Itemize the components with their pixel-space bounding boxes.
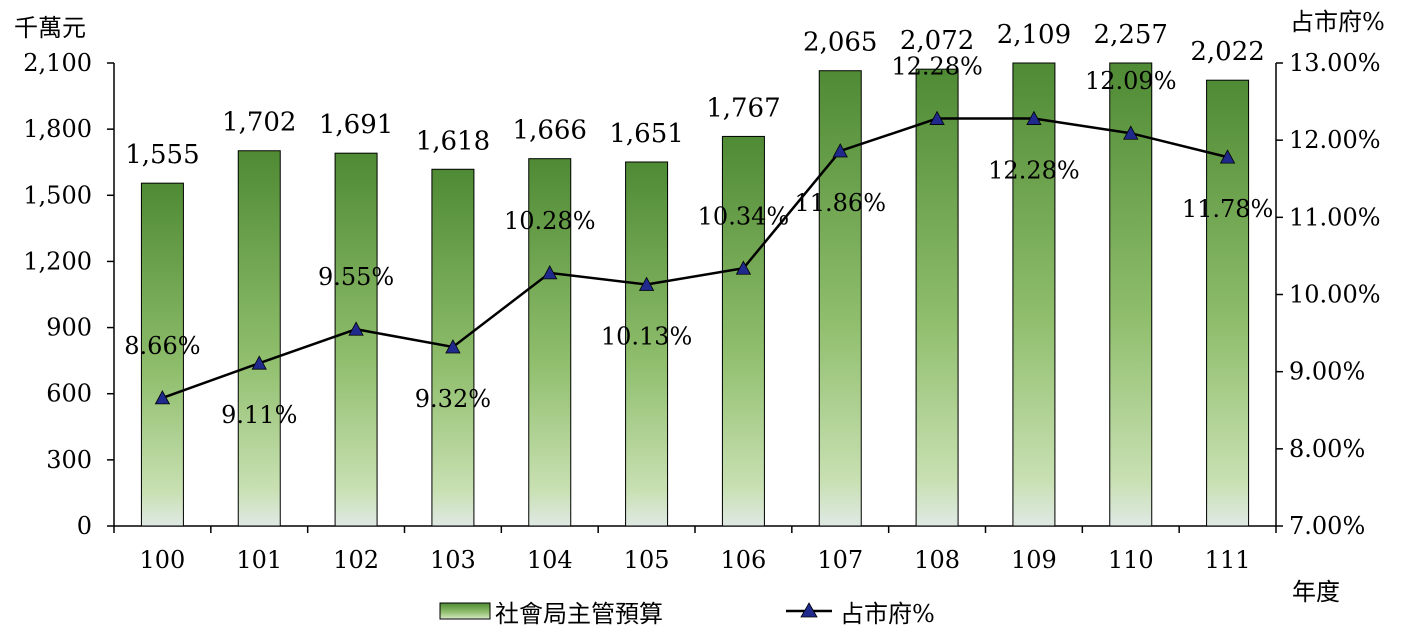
- left-tick-label: 300: [46, 446, 92, 474]
- bar: [721, 135, 765, 527]
- line-value-label: 9.55%: [318, 263, 394, 291]
- left-axis-title: 千萬元: [14, 14, 86, 42]
- bar-value-label: 2,072: [900, 26, 974, 56]
- right-tick-label: 12.00%: [1289, 126, 1381, 154]
- bar-value-label: 1,651: [609, 119, 683, 149]
- x-tick-label: 102: [333, 546, 379, 574]
- x-tick-label: 103: [430, 546, 476, 574]
- bar-value-label: 1,691: [319, 110, 393, 140]
- bar-value-label: 2,257: [1094, 20, 1168, 50]
- bar: [1109, 62, 1153, 527]
- x-axis-title: 年度: [1292, 578, 1340, 606]
- line-value-label: 11.78%: [1182, 195, 1274, 223]
- line-marker: [445, 339, 461, 354]
- legend-marker-triangle: [800, 602, 818, 618]
- left-tick-label: 2,100: [23, 49, 92, 77]
- bar: [915, 68, 959, 527]
- bar-value-label: 1,767: [706, 93, 780, 123]
- right-tick-label: 7.00%: [1289, 512, 1365, 540]
- line-marker: [638, 276, 655, 291]
- bar: [1012, 62, 1056, 527]
- right-tick-label: 9.00%: [1289, 358, 1365, 386]
- line-marker: [929, 110, 945, 125]
- line-marker: [1026, 110, 1042, 125]
- right-tick-label: 10.00%: [1289, 281, 1381, 309]
- line-value-label: 8.66%: [124, 332, 200, 360]
- x-tick-label: 109: [1011, 546, 1057, 574]
- line-value-label: 9.32%: [415, 385, 491, 413]
- bar: [237, 150, 281, 527]
- legend-label-line: 占市府%: [840, 600, 935, 628]
- right-tick-label: 8.00%: [1289, 435, 1365, 463]
- right-tick-label: 11.00%: [1289, 203, 1381, 231]
- line-marker: [542, 265, 558, 280]
- line-marker: [348, 321, 364, 336]
- line-value-label: 12.28%: [891, 53, 983, 81]
- line-value-label: 10.13%: [601, 322, 693, 350]
- bar-value-label: 2,109: [997, 20, 1071, 50]
- left-tick-label: 1,200: [23, 247, 92, 275]
- plot-area: 0 300 600 900 1,200 1,500 1,800 2,100 7.00% 8.00%…: [23, 20, 1380, 574]
- bar-value-label: 2,022: [1190, 37, 1264, 67]
- left-tick-label: 1,800: [23, 115, 92, 143]
- bar: [140, 182, 184, 527]
- bar-value-label: 1,618: [416, 126, 490, 156]
- line-marker: [154, 390, 171, 405]
- line-marker: [1123, 125, 1139, 140]
- legend: 社會局主管預算 占市府%: [439, 600, 935, 628]
- left-tick-label: 1,500: [23, 181, 92, 209]
- bar: [334, 152, 378, 527]
- bar-value-label: 1,555: [125, 140, 199, 170]
- line-marker: [832, 143, 848, 158]
- x-tick-label: 106: [721, 546, 767, 574]
- line-value-label: 10.34%: [698, 202, 790, 230]
- line-value-label: 10.28%: [504, 207, 596, 235]
- bar-value-label: 1,702: [222, 108, 296, 138]
- x-tick-label: 111: [1205, 546, 1251, 574]
- line-value-label: 9.11%: [221, 401, 297, 429]
- legend-swatch-bar: [439, 602, 491, 620]
- line-marker: [1219, 149, 1236, 164]
- left-tick-label: 0: [77, 512, 92, 540]
- bar: [818, 70, 862, 527]
- line-value-label: 12.28%: [988, 157, 1080, 185]
- right-axis-title: 占市府%: [1290, 8, 1385, 36]
- bar: [528, 158, 572, 527]
- right-tick-label: 13.00%: [1289, 49, 1381, 77]
- line-marker: [251, 355, 267, 370]
- left-tick-label: 900: [46, 314, 92, 342]
- bar-value-label: 1,666: [513, 116, 587, 146]
- x-tick-label: 105: [624, 546, 670, 574]
- x-tick-label: 108: [914, 546, 960, 574]
- x-tick-label: 104: [527, 546, 573, 574]
- x-tick-label: 110: [1108, 546, 1154, 574]
- bar: [1206, 79, 1250, 527]
- line-value-label: 11.86%: [794, 189, 886, 217]
- bar: [625, 161, 669, 527]
- x-tick-label: 100: [140, 546, 186, 574]
- line-marker: [735, 260, 752, 275]
- line-value-label: 12.09%: [1085, 67, 1177, 95]
- x-tick-label: 101: [236, 546, 282, 574]
- bar-value-label: 2,065: [803, 28, 877, 58]
- line-series: [161, 117, 1228, 400]
- left-tick-label: 600: [46, 380, 92, 408]
- x-tick-label: 107: [817, 546, 863, 574]
- legend-label-bar: 社會局主管預算: [495, 600, 663, 628]
